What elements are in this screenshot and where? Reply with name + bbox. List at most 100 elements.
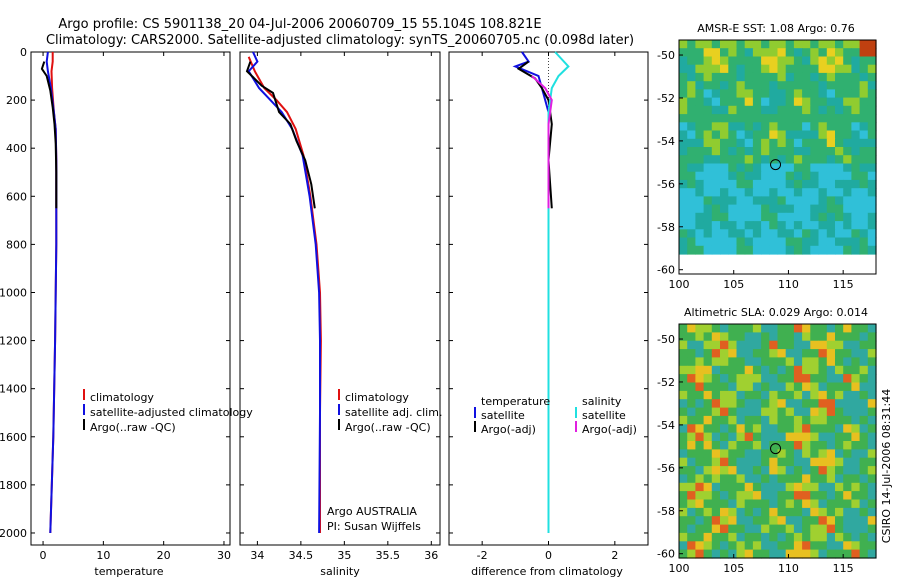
sla_map-cell	[703, 532, 713, 542]
sla_map-cell	[736, 457, 746, 467]
sst_map-cell	[818, 229, 828, 239]
sla_map-cell	[720, 382, 729, 392]
sla_map-cell	[761, 449, 770, 459]
sla_map-cell	[835, 415, 844, 425]
salinity-frame	[239, 51, 441, 546]
sla_map-cell	[769, 332, 779, 342]
sst_map-cell	[679, 237, 688, 247]
sst_map-cell	[695, 56, 705, 66]
sst_map-cell	[736, 97, 746, 107]
sla_map-cell	[679, 374, 688, 384]
sst_map-cell	[802, 221, 811, 230]
sla_map-cell	[752, 457, 762, 467]
sla_map-cell	[769, 532, 779, 542]
sla_map-cell	[777, 524, 787, 534]
sst_map-cell	[687, 48, 696, 57]
sla_map-cell	[744, 457, 754, 467]
sst_map-cell	[777, 56, 787, 66]
sla_map-cell	[769, 516, 779, 526]
sst_map-cell	[802, 114, 811, 123]
sla_map-cell	[851, 466, 861, 476]
sst_map-cell	[720, 196, 729, 206]
sst_map-cell	[810, 56, 820, 66]
sst_map-cell	[711, 105, 721, 115]
sst_map-cell	[752, 89, 762, 99]
sst_map-cell	[769, 97, 779, 107]
sla_map-cell	[826, 474, 836, 484]
sla_map-cell	[711, 516, 721, 526]
sla_map-cell	[711, 507, 721, 517]
temperature-frame	[30, 51, 231, 546]
sst_map-cell	[761, 163, 770, 173]
sla_map-cell	[843, 332, 852, 342]
sla_map-frame	[678, 323, 877, 559]
sst_map-cell	[752, 114, 762, 123]
sst_map-cell	[679, 89, 688, 99]
sla_map-cell	[802, 466, 811, 476]
sst_map-cell	[835, 64, 844, 74]
salinity-panel: salinity Argo AUSTRALIA PI: Susan Wijffe…	[239, 51, 442, 578]
sla_map-cell	[752, 332, 762, 342]
sst_map-cell	[687, 138, 696, 148]
sla_map-cell	[720, 524, 729, 534]
sla_map-cell	[785, 507, 795, 517]
sst_map-cell	[867, 56, 877, 66]
sst_map-cell	[695, 147, 705, 156]
sla_map-cell	[835, 524, 844, 534]
sst_map-cell	[679, 64, 688, 74]
sla_map-cell	[703, 516, 713, 526]
sla_map-cell	[851, 407, 861, 417]
sst_map-cell	[777, 221, 787, 230]
sla_map-cell	[867, 549, 877, 559]
sst_map-cell	[843, 196, 852, 206]
sst_map-cell	[826, 97, 836, 107]
sst_map-cell	[703, 89, 713, 99]
sla_map-cell	[728, 491, 738, 501]
sla_map-cell	[752, 415, 762, 425]
sst_map-cell	[687, 89, 696, 99]
sla_map-cell	[843, 374, 852, 384]
sst_map-cell	[761, 81, 770, 90]
difference-legend-label-1: satellite	[481, 409, 525, 422]
sla_map-cell	[835, 541, 844, 551]
sla_map-cell	[785, 449, 795, 459]
sst_map-cell	[736, 114, 746, 123]
sst_map-cell	[867, 212, 877, 222]
sst_map-cell	[835, 48, 844, 57]
sst_map-cell	[744, 72, 754, 82]
sla_map-cell	[736, 499, 746, 509]
sla_map-cell	[679, 390, 688, 400]
sst_map-cell	[793, 204, 803, 214]
sst_map-cell	[695, 138, 705, 148]
sst_map-cell	[785, 188, 795, 197]
sst_map-cell	[720, 40, 729, 49]
depth-tick-label-0: 0	[20, 46, 27, 59]
sla_map-cell	[859, 466, 869, 476]
sst_map-cell	[777, 237, 787, 247]
sst_map-cell	[720, 114, 729, 123]
sla_map-cell	[679, 382, 688, 392]
sla_map-cell	[695, 499, 705, 509]
sst_map-cell	[703, 237, 713, 247]
sst_map-cell	[695, 48, 705, 57]
sla_map-cell	[810, 449, 820, 459]
sst_map-cell	[802, 81, 811, 90]
sla_map-cell	[769, 340, 779, 350]
sst_map-cell	[802, 89, 811, 99]
sst_map-cell	[728, 48, 738, 57]
sst_map-cell	[818, 204, 828, 214]
sla_map-cell	[720, 499, 729, 509]
sla_map-cell	[793, 532, 803, 542]
sla_map-cell	[843, 415, 852, 425]
sla_map-cell	[785, 365, 795, 375]
sst_map-cell	[703, 64, 713, 74]
sst_map-cell	[867, 97, 877, 107]
sla_map-cell	[703, 507, 713, 517]
sst_map-cell	[843, 212, 852, 222]
sla_map-cell	[769, 349, 779, 359]
sst_map-cell	[826, 81, 836, 90]
sla_map-cell	[810, 340, 820, 350]
sla_map-cell	[769, 524, 779, 534]
sla_map-cell	[679, 349, 688, 359]
sla_map-cell	[826, 549, 836, 559]
